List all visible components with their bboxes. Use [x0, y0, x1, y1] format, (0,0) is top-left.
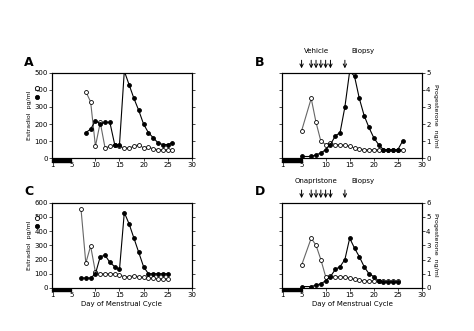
Text: Onapristone: Onapristone — [295, 178, 337, 184]
Y-axis label: Estradiol  pg/ml: Estradiol pg/ml — [27, 220, 32, 270]
Text: Biopsy: Biopsy — [352, 178, 375, 184]
Bar — [52, 289, 72, 291]
Text: Biopsy: Biopsy — [352, 48, 375, 54]
Text: Vehicle: Vehicle — [303, 48, 328, 54]
Bar — [283, 159, 301, 162]
Bar — [52, 159, 72, 162]
Y-axis label: Progesterone  ng/ml: Progesterone ng/ml — [433, 213, 438, 277]
Text: B: B — [255, 56, 264, 69]
Bar — [283, 289, 301, 291]
X-axis label: Day of Menstrual Cycle: Day of Menstrual Cycle — [82, 301, 162, 307]
Y-axis label: Estradiol  pg/ml: Estradiol pg/ml — [27, 91, 32, 140]
X-axis label: Day of Menstrual Cycle: Day of Menstrual Cycle — [312, 301, 392, 307]
Text: A: A — [24, 56, 34, 69]
Y-axis label: Progesterone  ng/ml: Progesterone ng/ml — [433, 84, 438, 147]
Text: C: C — [24, 185, 33, 198]
Text: D: D — [255, 185, 264, 198]
